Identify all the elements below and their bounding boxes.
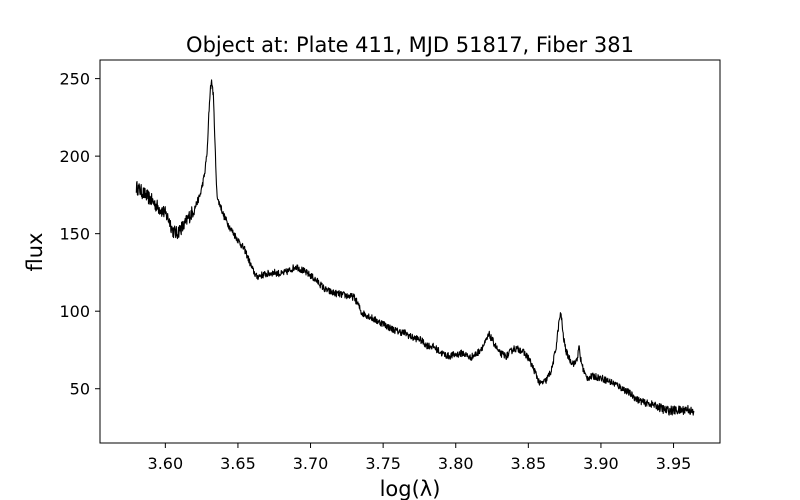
x-tick-label: 3.70 — [293, 454, 329, 473]
y-tick-label: 250 — [59, 70, 90, 89]
spectrum-line — [135, 79, 695, 416]
y-tick-label: 50 — [70, 380, 90, 399]
y-axis-label: flux — [23, 233, 47, 272]
x-tick-label: 3.95 — [656, 454, 692, 473]
chart-title: Object at: Plate 411, MJD 51817, Fiber 3… — [186, 33, 634, 57]
plot-area — [135, 79, 695, 416]
x-axis: 3.60 3.65 3.70 3.75 3.80 3.85 3.90 3.95 — [148, 443, 692, 473]
x-tick-label: 3.75 — [365, 454, 401, 473]
x-tick-label: 3.60 — [148, 454, 184, 473]
x-axis-label: log(λ) — [380, 477, 441, 500]
x-tick-label: 3.85 — [511, 454, 547, 473]
x-tick-label: 3.65 — [220, 454, 256, 473]
x-tick-label: 3.90 — [583, 454, 619, 473]
x-tick-label: 3.80 — [438, 454, 474, 473]
y-axis: 50 100 150 200 250 — [59, 70, 100, 399]
y-tick-label: 150 — [59, 225, 90, 244]
plot-frame — [99, 59, 721, 444]
y-tick-label: 100 — [59, 302, 90, 321]
y-tick-label: 200 — [59, 147, 90, 166]
